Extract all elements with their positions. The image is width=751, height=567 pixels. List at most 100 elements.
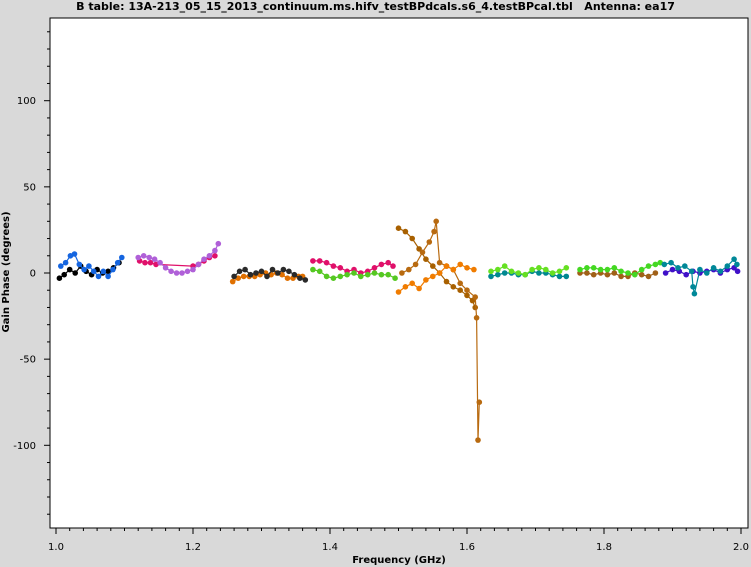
data-point bbox=[71, 251, 78, 257]
data-point bbox=[464, 265, 470, 271]
data-point bbox=[316, 258, 323, 264]
data-point bbox=[645, 273, 652, 280]
data-point bbox=[323, 259, 330, 266]
x-axis-label: Frequency (GHz) bbox=[352, 555, 446, 566]
data-point bbox=[584, 265, 590, 271]
data-point bbox=[682, 263, 688, 269]
data-point bbox=[668, 259, 674, 266]
data-point bbox=[611, 265, 618, 271]
data-point bbox=[190, 266, 196, 273]
data-point bbox=[476, 399, 483, 406]
data-point bbox=[473, 315, 480, 321]
data-point bbox=[310, 258, 316, 264]
data-point bbox=[385, 271, 392, 278]
data-point bbox=[330, 275, 337, 282]
data-point bbox=[457, 280, 464, 287]
data-point bbox=[323, 273, 330, 280]
data-point bbox=[269, 266, 276, 273]
data-point bbox=[426, 239, 433, 245]
data-point bbox=[231, 273, 237, 280]
data-point bbox=[280, 266, 287, 273]
data-point bbox=[423, 256, 429, 263]
data-point bbox=[253, 270, 259, 276]
data-point bbox=[662, 270, 669, 276]
data-point bbox=[392, 275, 398, 282]
data-point bbox=[563, 273, 570, 280]
data-point bbox=[556, 273, 563, 280]
data-point bbox=[495, 271, 501, 278]
x-axis: 1.0 1.2 1.4 1.6 1.8 2.0 bbox=[48, 528, 749, 553]
data-point bbox=[604, 266, 611, 273]
data-point bbox=[236, 268, 243, 275]
series-13 bbox=[488, 263, 570, 278]
data-point bbox=[450, 266, 457, 273]
data-point bbox=[652, 261, 659, 268]
x-tick-label: 1.6 bbox=[459, 542, 475, 553]
data-point bbox=[212, 247, 218, 254]
data-point bbox=[212, 253, 218, 259]
x-tick-label: 1.2 bbox=[185, 542, 201, 553]
data-point bbox=[330, 263, 337, 269]
data-point bbox=[618, 268, 624, 275]
data-point bbox=[247, 271, 254, 278]
data-point bbox=[604, 271, 611, 278]
data-point bbox=[501, 263, 508, 269]
data-point bbox=[632, 271, 638, 278]
data-point bbox=[430, 273, 436, 280]
series-4 bbox=[135, 240, 222, 276]
data-point bbox=[529, 266, 535, 273]
data-point bbox=[464, 292, 470, 299]
data-point bbox=[395, 289, 402, 295]
data-point bbox=[406, 266, 412, 273]
y-tick-label: -100 bbox=[13, 441, 36, 452]
data-point bbox=[114, 259, 121, 266]
data-point bbox=[264, 273, 270, 280]
data-point bbox=[734, 261, 740, 268]
data-point bbox=[395, 225, 402, 231]
data-point bbox=[704, 270, 710, 276]
data-point bbox=[556, 268, 563, 275]
data-point bbox=[258, 268, 265, 275]
data-point bbox=[100, 268, 107, 275]
series-6 bbox=[231, 266, 309, 283]
data-point bbox=[242, 266, 248, 273]
x-tick-label: 2.0 bbox=[733, 542, 749, 553]
data-point bbox=[645, 263, 652, 269]
data-point bbox=[201, 256, 207, 263]
data-point bbox=[457, 287, 464, 294]
data-point bbox=[724, 263, 731, 269]
data-point bbox=[140, 253, 147, 259]
data-point bbox=[515, 270, 522, 276]
data-point bbox=[275, 270, 281, 276]
data-point bbox=[279, 271, 285, 278]
data-point bbox=[409, 235, 416, 242]
data-point bbox=[690, 284, 696, 290]
data-point bbox=[146, 254, 152, 261]
data-point bbox=[675, 265, 681, 271]
y-tick-label: 100 bbox=[17, 96, 36, 107]
data-point bbox=[229, 278, 236, 285]
data-point bbox=[119, 254, 125, 261]
data-point bbox=[488, 273, 494, 280]
chart-title: B table: 13A-213_05_15_2013_continuum.ms… bbox=[76, 0, 675, 13]
data-point bbox=[402, 228, 409, 235]
data-point bbox=[316, 268, 323, 275]
data-point bbox=[683, 271, 689, 278]
data-point bbox=[652, 270, 659, 276]
data-point bbox=[691, 290, 698, 297]
data-point bbox=[661, 261, 668, 268]
series-line bbox=[401, 221, 480, 441]
series-layer bbox=[56, 218, 741, 443]
data-point bbox=[402, 284, 409, 290]
series-17 bbox=[661, 256, 740, 297]
data-point bbox=[184, 268, 191, 275]
data-point bbox=[536, 265, 542, 271]
data-point bbox=[162, 265, 169, 271]
data-point bbox=[688, 268, 695, 275]
data-point bbox=[472, 294, 479, 300]
data-point bbox=[495, 266, 501, 273]
data-point bbox=[364, 271, 371, 278]
data-point bbox=[416, 285, 422, 292]
data-point bbox=[358, 273, 364, 280]
